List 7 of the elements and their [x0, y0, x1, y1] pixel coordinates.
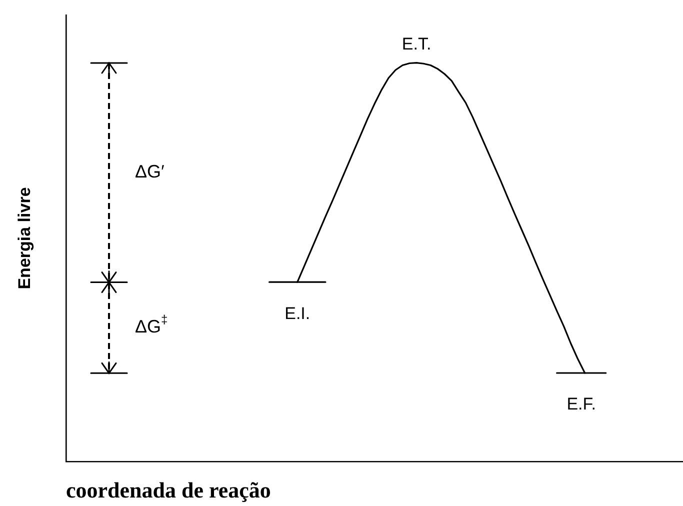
series-label: E.F. [566, 394, 596, 414]
annotation: ΔG‡ [135, 312, 168, 337]
series-label: E.T. [402, 34, 432, 54]
annotation: ΔG′ [135, 161, 166, 182]
y-axis-title: Energia livre [14, 187, 34, 290]
series-label: E.I. [284, 304, 310, 323]
x-axis-title: coordenada de reação [66, 477, 271, 502]
